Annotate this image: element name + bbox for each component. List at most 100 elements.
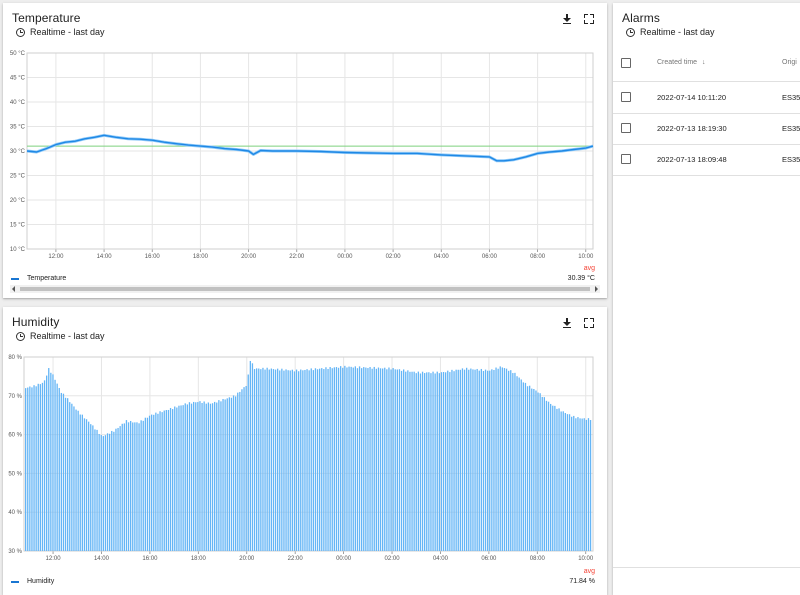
- legend-item-humidity[interactable]: Humidity: [11, 578, 54, 585]
- humidity-bar: [295, 369, 298, 551]
- humidity-bar: [169, 407, 172, 551]
- humidity-bar: [457, 369, 459, 551]
- humidity-bar: [249, 360, 251, 551]
- x-tick-label: 18:00: [193, 254, 209, 260]
- humidity-bar: [526, 386, 529, 551]
- humidity-bar: [119, 426, 121, 551]
- humidity-bar: [384, 367, 386, 551]
- fullscreen-icon[interactable]: [583, 13, 595, 25]
- humidity-bar: [161, 412, 163, 551]
- select-all-checkbox[interactable]: [621, 58, 631, 68]
- scroll-thumb[interactable]: [20, 287, 590, 291]
- row-checkbox[interactable]: [621, 92, 631, 102]
- humidity-bar: [216, 402, 218, 551]
- x-tick-label: 22:00: [288, 556, 304, 562]
- humidity-bar: [476, 368, 478, 551]
- table-row[interactable]: 2022-07-13 18:19:30 ES35: [613, 113, 800, 145]
- widget-title: Alarms: [622, 11, 660, 25]
- humidity-bar: [430, 373, 432, 551]
- column-header-created-time[interactable]: Created time ↓: [657, 59, 706, 66]
- scroll-right-icon[interactable]: [595, 286, 598, 292]
- humidity-bar: [182, 405, 184, 551]
- humidity-bar: [516, 376, 518, 551]
- table-row[interactable]: 2022-07-13 18:09:48 ES35: [613, 144, 800, 176]
- x-tick-label: 18:00: [191, 556, 207, 562]
- humidity-bar: [388, 367, 390, 551]
- humidity-bar: [554, 405, 556, 551]
- table-row[interactable]: 2022-07-14 10:11:20 ES35: [613, 82, 800, 114]
- fullscreen-icon[interactable]: [583, 317, 595, 329]
- humidity-bar: [81, 414, 83, 551]
- humidity-bar: [48, 368, 50, 551]
- humidity-bar: [138, 423, 140, 551]
- x-tick-label: 10:00: [578, 556, 594, 562]
- humidity-bar: [142, 420, 144, 551]
- y-tick-label: 15 °C: [10, 223, 26, 229]
- humidity-bar: [377, 367, 380, 551]
- timewindow[interactable]: Realtime - last day: [626, 27, 715, 37]
- avg-value: 71.84 %: [569, 578, 595, 585]
- humidity-bar: [289, 370, 291, 551]
- legend-label: Temperature: [27, 275, 67, 282]
- humidity-bar: [94, 429, 96, 551]
- download-icon[interactable]: [561, 317, 573, 329]
- humidity-bar: [329, 367, 331, 551]
- humidity-bar: [365, 367, 367, 551]
- y-tick-label: 10 °C: [10, 247, 26, 253]
- humidity-bar: [98, 434, 100, 551]
- humidity-bar: [132, 422, 134, 551]
- humidity-bar: [113, 431, 115, 551]
- humidity-bar: [146, 417, 149, 551]
- timewindow[interactable]: Realtime - last day: [16, 27, 105, 37]
- humidity-bar: [37, 383, 39, 551]
- timewindow[interactable]: Realtime - last day: [16, 331, 105, 341]
- humidity-bar: [491, 369, 493, 551]
- humidity-bar: [348, 366, 350, 551]
- humidity-bar: [226, 398, 228, 551]
- humidity-bar: [455, 369, 457, 551]
- humidity-bar: [123, 423, 125, 551]
- x-tick-label: 04:00: [433, 556, 449, 562]
- humidity-bar: [568, 414, 571, 551]
- horizontal-scrollbar[interactable]: [10, 285, 600, 293]
- temperature-widget: Temperature Realtime - last day 10 °C 15 …: [3, 3, 607, 298]
- humidity-bar: [264, 369, 266, 551]
- legend-item-temperature[interactable]: Temperature: [11, 275, 66, 282]
- scroll-left-icon[interactable]: [12, 286, 15, 292]
- humidity-bar: [293, 371, 296, 551]
- humidity-bar: [218, 400, 220, 551]
- row-checkbox[interactable]: [621, 123, 631, 133]
- humidity-bar: [442, 372, 445, 551]
- humidity-bar: [497, 368, 499, 551]
- table-footer-divider: [613, 567, 800, 568]
- y-tick-label: 60 %: [8, 433, 22, 439]
- humidity-bar: [352, 367, 354, 551]
- humidity-bar: [407, 370, 409, 551]
- humidity-bar: [533, 389, 535, 551]
- humidity-bar: [552, 405, 554, 551]
- humidity-bar: [214, 401, 216, 551]
- humidity-bar: [207, 402, 209, 551]
- y-tick-label: 30 %: [8, 549, 22, 555]
- humidity-bar: [88, 421, 90, 551]
- humidity-bar: [358, 366, 361, 551]
- humidity-bar: [470, 368, 472, 551]
- humidity-bar: [461, 368, 464, 551]
- y-tick-label: 45 °C: [10, 76, 26, 82]
- humidity-bar: [449, 372, 451, 551]
- humidity-bar: [31, 387, 33, 551]
- row-checkbox[interactable]: [621, 154, 631, 164]
- column-header-originator[interactable]: Origi: [782, 59, 797, 66]
- humidity-bar: [201, 402, 203, 551]
- humidity-bar: [587, 418, 590, 551]
- humidity-bar: [92, 425, 94, 551]
- humidity-bar: [394, 369, 396, 551]
- humidity-bar: [405, 371, 407, 551]
- humidity-bar: [319, 368, 321, 551]
- download-icon[interactable]: [561, 13, 573, 25]
- humidity-bar: [277, 368, 279, 551]
- humidity-bar: [180, 405, 182, 551]
- humidity-bar: [367, 368, 369, 551]
- humidity-bar: [382, 368, 384, 551]
- humidity-bar: [589, 420, 592, 551]
